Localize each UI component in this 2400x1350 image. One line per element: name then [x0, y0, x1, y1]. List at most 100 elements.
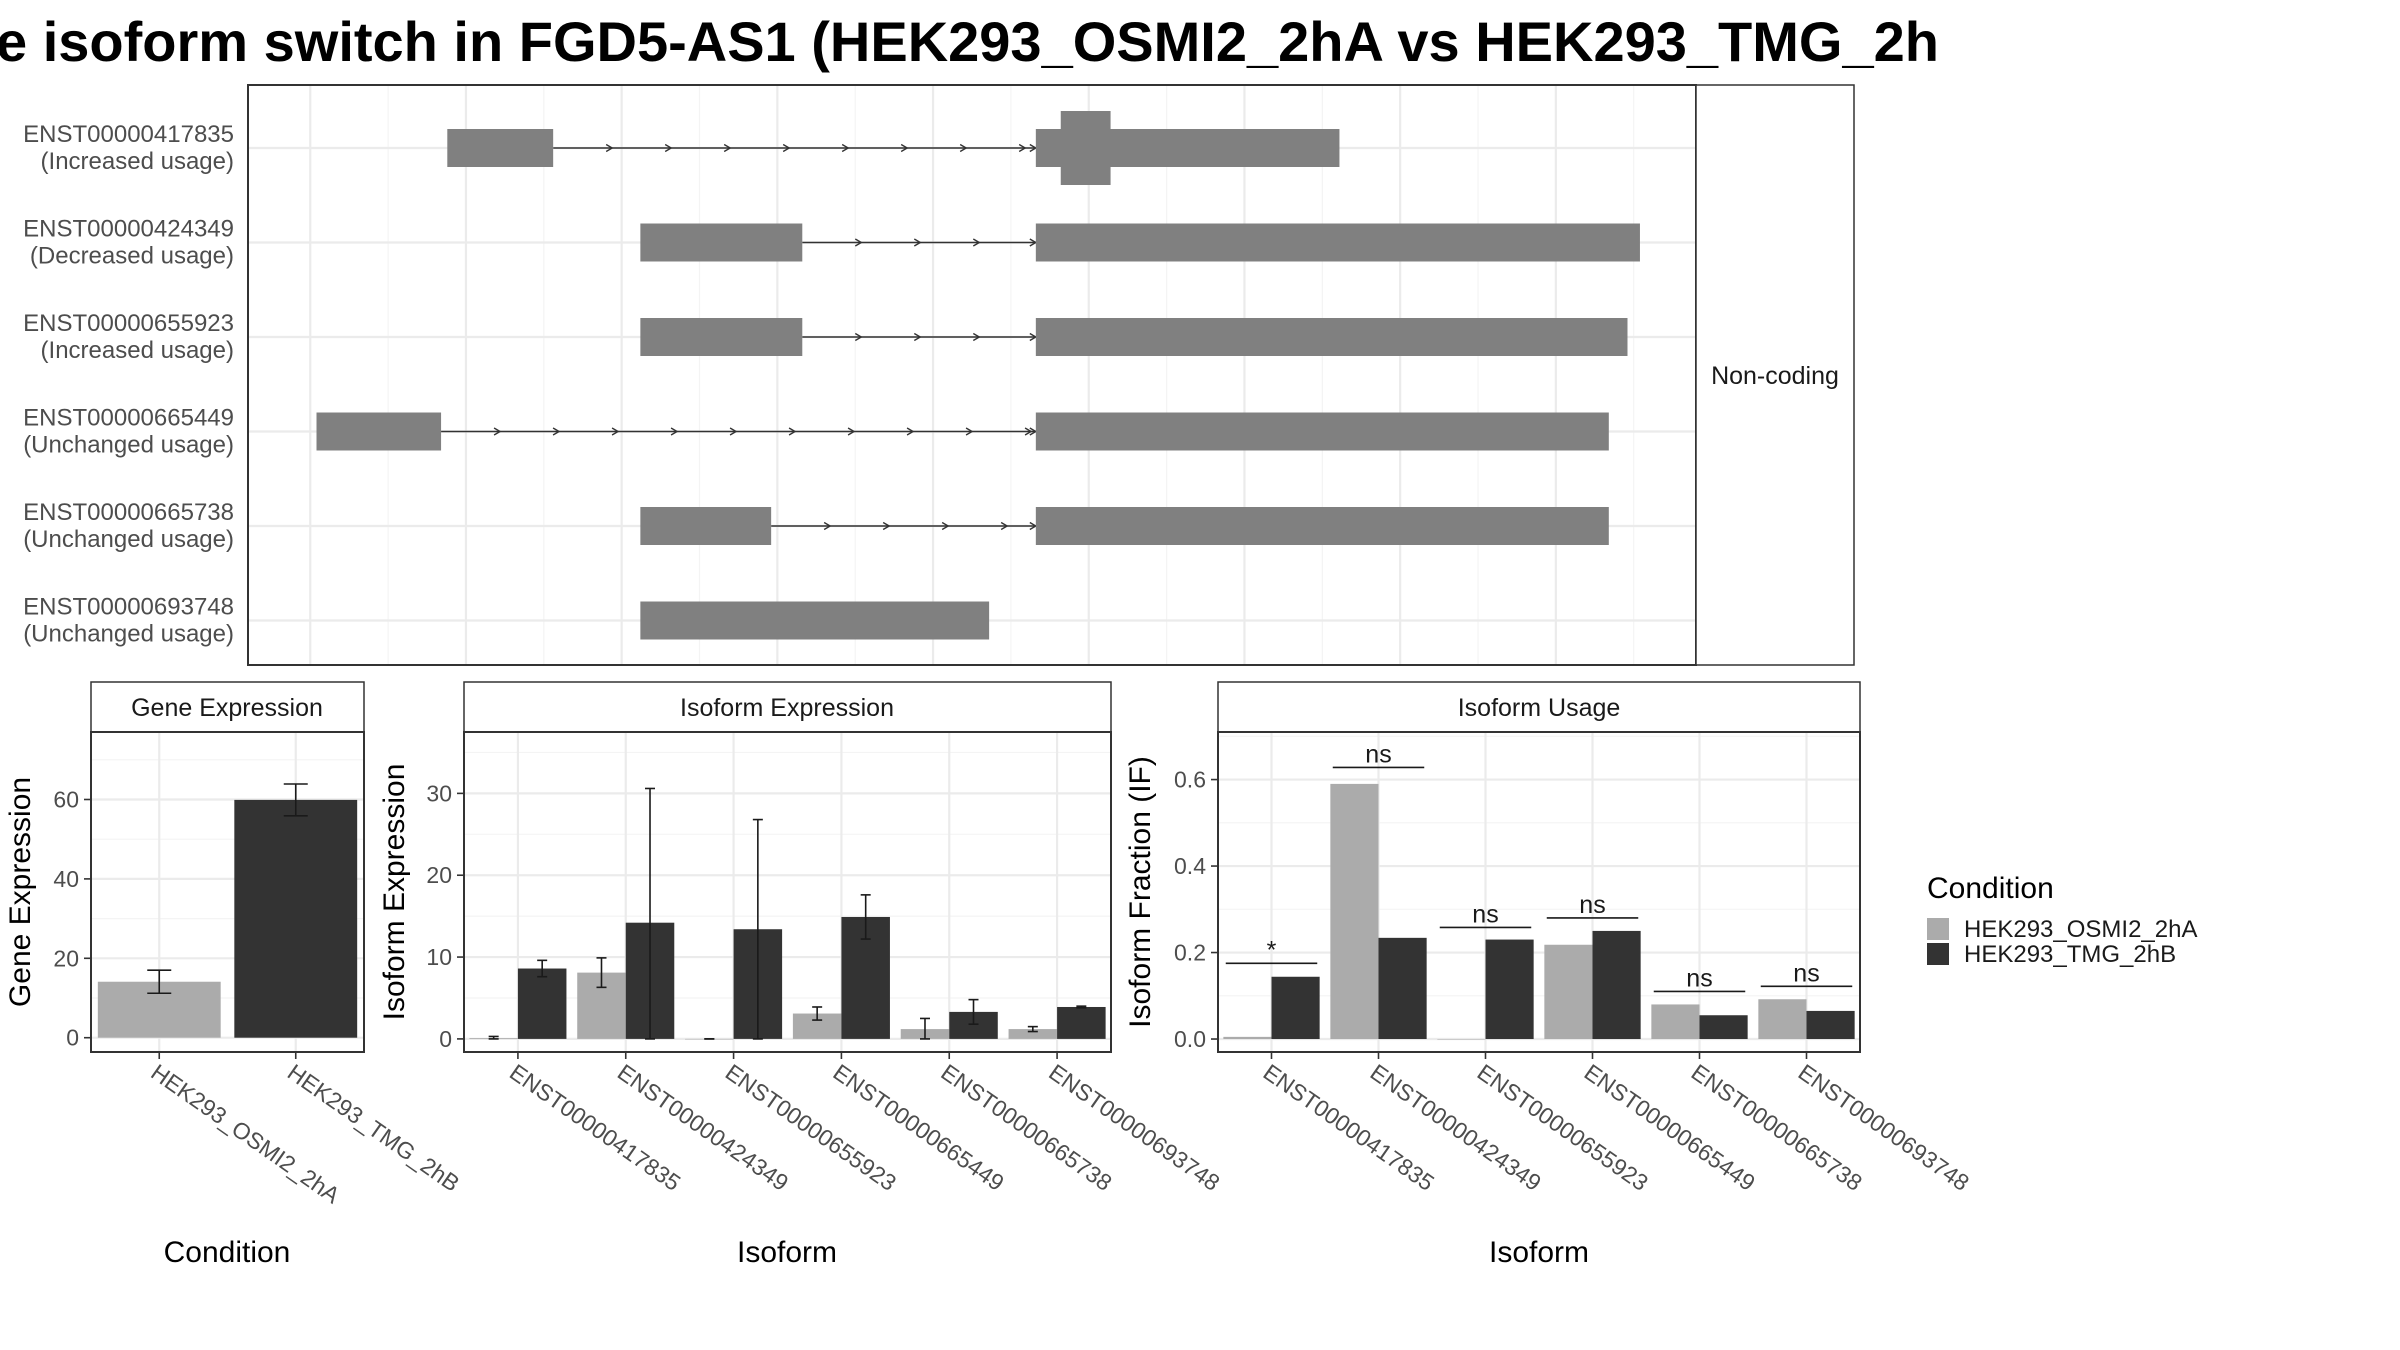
y-tick-label: 0.6 [1174, 767, 1206, 793]
transcript-ENST00000665449 [316, 412, 1609, 451]
bar [1437, 1039, 1486, 1040]
intron-arrow [900, 143, 909, 153]
bar [1223, 1036, 1272, 1040]
gene-expression-xlabel: Condition [164, 1236, 291, 1269]
transcript-id-label: ENST00000665738 [23, 499, 234, 526]
x-tick-label: ENST00000424349 [1366, 1059, 1546, 1196]
transcript-id-label: ENST00000655923 [23, 310, 234, 337]
intron-arrow [959, 143, 968, 153]
isoform-expression-panel: Isoform Expression 0102030ENST0000041783… [378, 681, 1225, 1269]
exon [1035, 318, 1628, 356]
isoform-expression-plot: 0102030ENST00000417835ENST00000424349ENS… [426, 732, 1225, 1196]
intron-arrow [965, 427, 974, 436]
intron-arrow [972, 238, 981, 247]
significance-label: ns [1365, 740, 1391, 768]
intron-arrow [1024, 427, 1033, 436]
intron-arrow [823, 521, 832, 531]
intron-arrow [1018, 143, 1027, 153]
exon [640, 601, 990, 640]
y-tick-label: 20 [426, 862, 452, 888]
structure-transcripts [316, 111, 1640, 640]
intron-arrow [1000, 521, 1009, 531]
bar [1592, 930, 1641, 1040]
intron-arrow [841, 143, 850, 153]
isoform-usage-plot: 0.0 0.2 0.4 0.6 ENST00000417835ENST000004243… [1174, 732, 1974, 1196]
bar [1271, 976, 1320, 1040]
bar [1806, 1010, 1855, 1040]
isoform-expression-strip [463, 681, 1112, 733]
intron-arrow [847, 427, 856, 436]
y-tick-label: 60 [53, 786, 79, 812]
y-tick-label: 0.4 [1174, 853, 1206, 879]
legend-label-tmg: HEK293_TMG_2hB [1964, 941, 2176, 968]
x-tick-label: ENST00000655923 [1473, 1059, 1653, 1196]
isoform-usage-ylabel: Isoform Fraction (IF) [1124, 756, 1157, 1028]
transcript-id-label: ENST00000665449 [23, 405, 234, 432]
bar [1544, 944, 1593, 1040]
bar [1378, 937, 1427, 1040]
x-tick-label: ENST00000665738 [1687, 1059, 1867, 1196]
isoform-usage-xlabel: Isoform [1489, 1236, 1589, 1269]
structure-panel: ENST00000417835(Increased usage)ENST0000… [23, 84, 1855, 666]
bar [1758, 999, 1807, 1040]
exon-tall [1060, 111, 1111, 185]
y-tick-label: 0 [66, 1025, 79, 1051]
exon [447, 129, 554, 167]
transcript-ENST00000693748 [640, 601, 990, 640]
bar [234, 799, 358, 1038]
structure-strip-label: Non-coding [1711, 362, 1839, 390]
transcript-id-label: ENST00000693748 [23, 594, 234, 621]
significance-label: * [1267, 936, 1277, 964]
transcript-ENST00000655923 [640, 318, 1628, 356]
exon [1035, 412, 1609, 451]
transcript-status-label: (Unchanged usage) [23, 621, 234, 648]
y-tick-label: 20 [53, 945, 79, 971]
legend-key-osmi2 [1927, 918, 1949, 940]
intron-arrow [782, 143, 791, 153]
bar [1651, 1004, 1700, 1040]
intron-arrow [670, 427, 679, 436]
y-tick-label: 30 [426, 780, 452, 806]
bar [1699, 1015, 1748, 1040]
structure-strip-right [1695, 84, 1855, 666]
intron-arrow [882, 521, 891, 531]
legend-key-tmg [1927, 943, 1949, 965]
transcript-ENST00000665738 [640, 507, 1609, 545]
bar [1330, 783, 1379, 1040]
gene-expression-strip-title: Gene Expression [131, 694, 323, 722]
intron-arrow [605, 143, 614, 153]
intron-arrow [854, 238, 863, 247]
bar [1485, 939, 1534, 1040]
intron-arrow [788, 427, 797, 436]
intron-arrow [854, 332, 863, 342]
intron-arrow [972, 332, 981, 342]
intron-arrow [906, 427, 915, 436]
bar [517, 968, 567, 1039]
y-tick-label: 0.2 [1174, 940, 1206, 966]
figure-title: e isoform switch in FGD5-AS1 (HEK293_OSM… [0, 10, 1939, 73]
isoform-usage-panel: Isoform Usage 0.0 0.2 0.4 0.6 ENST0000041783… [1124, 681, 1974, 1269]
structure-panel-bg [248, 85, 1696, 665]
structure-transcript-labels: ENST00000417835(Increased usage)ENST0000… [23, 121, 234, 648]
x-tick-label: ENST00000665449 [1580, 1059, 1760, 1196]
y-tick-label: 10 [426, 944, 452, 970]
transcript-status-label: (Increased usage) [41, 148, 234, 175]
legend-label-osmi2: HEK293_OSMI2_2hA [1964, 916, 2197, 943]
transcript-status-label: (Increased usage) [41, 337, 234, 364]
intron-arrow [913, 238, 922, 247]
intron-arrow [493, 427, 502, 436]
exon [316, 412, 442, 451]
transcript-ENST00000417835 [447, 111, 1340, 185]
transcript-status-label: (Unchanged usage) [23, 526, 234, 553]
x-tick-label: ENST00000417835 [1259, 1059, 1439, 1196]
exon [1035, 507, 1609, 545]
intron-arrow [611, 427, 620, 436]
exon [640, 223, 803, 262]
transcript-status-label: (Unchanged usage) [23, 432, 234, 459]
exon [1035, 223, 1640, 262]
x-tick-label: ENST00000693748 [1794, 1059, 1974, 1196]
y-tick-label: 0.0 [1174, 1026, 1206, 1052]
transcript-ENST00000424349 [640, 223, 1640, 262]
intron-arrow [729, 427, 738, 436]
